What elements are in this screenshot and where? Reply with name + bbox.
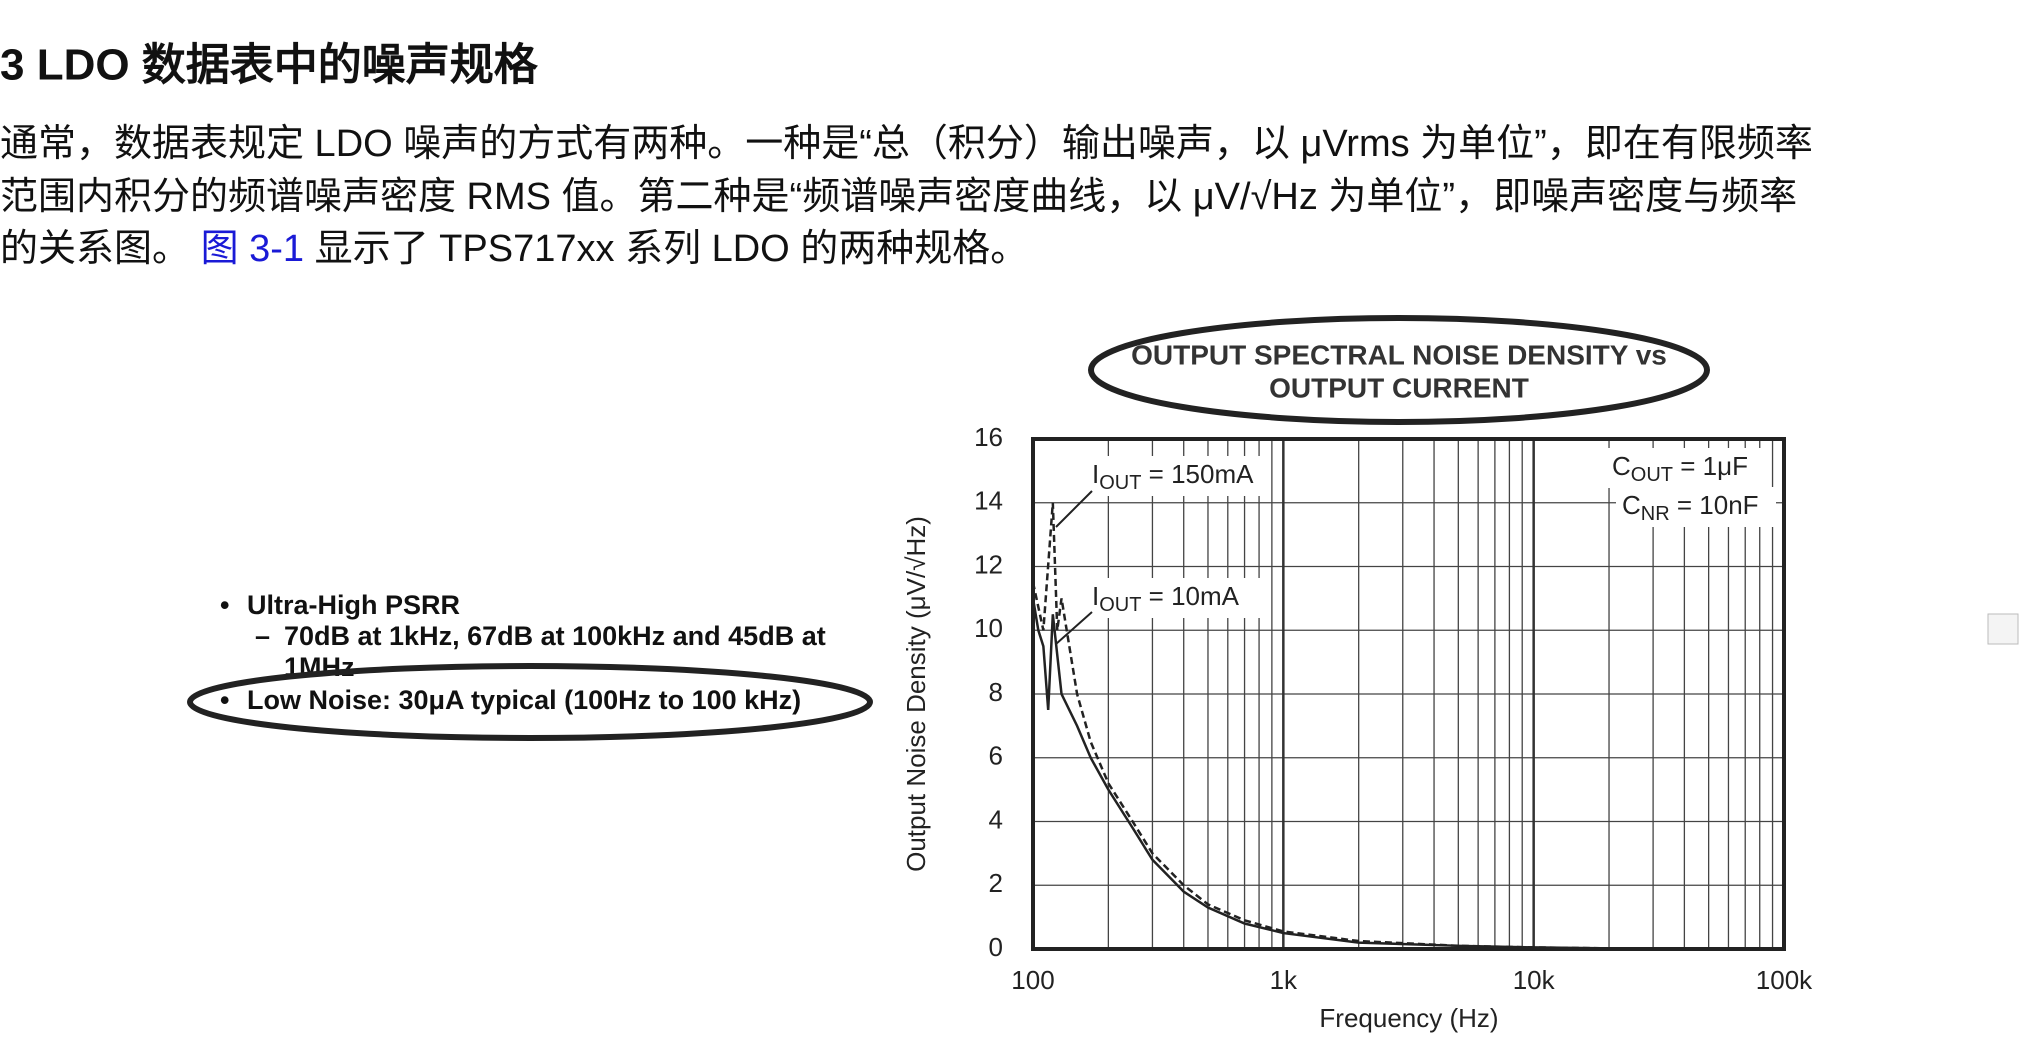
annotation-bg (1616, 487, 1776, 527)
annotation-main: I (1092, 581, 1099, 611)
paragraph-text: 显示了 TPS717xx 系列 LDO 的两种规格。 (315, 228, 1029, 270)
annotation-sub: OUT (1099, 472, 1141, 494)
annotation-rest: = 10mA (1141, 581, 1239, 611)
annotation-rest: = 10nF (1670, 490, 1759, 520)
y-axis-title: Output Noise Density (μV/√Hz) (901, 516, 931, 872)
y-tick-label: 6 (989, 741, 1003, 771)
annotation-main: I (1092, 459, 1099, 489)
paragraph-line: 通常，数据表规定 LDO 噪声的方式有两种。一种是“总（积分）输出噪声，以 μV… (0, 123, 1813, 165)
annotation-bg (1086, 578, 1266, 618)
heading: 3 LDO 数据表中的噪声规格 (0, 41, 539, 90)
y-tick-label: 10 (974, 613, 1003, 643)
annotation-sub: OUT (1099, 594, 1141, 616)
y-tick-label: 12 (974, 549, 1003, 579)
annotation-rest: = 1μF (1673, 451, 1748, 481)
bullet-dot: • (220, 685, 229, 715)
y-tick-label: 16 (974, 422, 1003, 452)
figure-link[interactable]: 图 3-1 (201, 228, 304, 270)
bullet-dot: • (220, 590, 229, 620)
annotation: IOUT = 150mA (1092, 459, 1254, 494)
leader-line (1055, 611, 1093, 645)
x-tick-label: 100k (1756, 965, 1813, 995)
y-tick-label: 2 (989, 868, 1003, 898)
sub-bullet: 70dB at 1kHz, 67dB at 100kHz and 45dB at (284, 621, 826, 651)
y-tick-label: 4 (989, 804, 1003, 834)
y-tick-label: 8 (989, 677, 1003, 707)
side-icon[interactable] (1987, 613, 2019, 645)
annotation-rest: = 150mA (1141, 459, 1254, 489)
x-tick-label: 100 (1011, 965, 1054, 995)
annotation: IOUT = 10mA (1092, 581, 1240, 616)
y-tick-label: 0 (989, 932, 1003, 962)
annotation-main: C (1622, 490, 1641, 520)
paragraph-line: 的关系图。 图 3-1 显示了 TPS717xx 系列 LDO 的两种规格。 (0, 228, 1028, 270)
dash: – (255, 621, 270, 651)
chart-title: OUTPUT CURRENT (1269, 372, 1529, 403)
x-axis-title: Frequency (Hz) (1319, 1003, 1498, 1033)
series-line (1031, 598, 1785, 951)
x-tick-label: 10k (1513, 965, 1556, 995)
plot-frame (1031, 437, 1786, 951)
paragraph-line: 范围内积分的频谱噪声密度 RMS 值。第二种是“频谱噪声密度曲线，以 μV/√H… (0, 176, 1797, 218)
y-tick-label: 14 (974, 486, 1003, 516)
annotation-sub: NR (1641, 503, 1670, 525)
series-line (1031, 502, 1785, 951)
bullet: Ultra-High PSRR (247, 590, 460, 620)
highlight-ellipse (187, 663, 873, 741)
paragraph-text: 的关系图。 (0, 228, 190, 270)
annotation-bg (1606, 448, 1766, 488)
title-ellipse (1088, 315, 1710, 425)
annotation: CNR = 10nF (1622, 490, 1759, 525)
x-tick-label: 1k (1270, 965, 1298, 995)
bullet: Low Noise: 30μA typical (100Hz to 100 kH… (247, 685, 801, 715)
annotation: COUT = 1μF (1612, 451, 1748, 486)
feature-list: • Ultra-High PSRR – 70dB at 1kHz, 67dB a… (220, 590, 826, 715)
annotation-sub: OUT (1631, 464, 1673, 486)
annotation-bg (1086, 456, 1266, 496)
chart-title: OUTPUT SPECTRAL NOISE DENSITY vs (1131, 339, 1667, 370)
annotation-main: C (1612, 451, 1631, 481)
leader-line (1055, 490, 1093, 528)
